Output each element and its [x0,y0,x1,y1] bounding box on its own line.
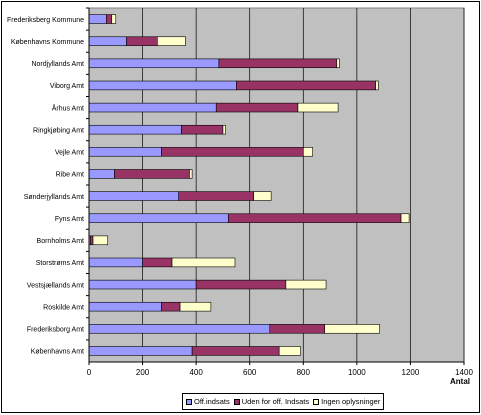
category-label: Nordjyllands Amt [31,61,84,68]
bar-segment-series-1 [191,346,280,356]
legend: Off.indsats Uden for off. Indsats Ingen … [182,393,385,410]
bar-segment-series-2 [92,235,109,246]
bar-segment-series-2 [336,58,340,69]
bar-segment-series-2 [297,102,339,113]
bar-segment-series-1 [126,36,158,46]
x-axis-label: Antal [450,377,470,386]
bar-segment-series-2 [324,324,380,334]
legend-label: Ingen oplysninger [321,397,381,406]
category-label: Ribe Amt [56,172,84,179]
bar-segment-series-0 [88,191,180,201]
bar-segment-series-1 [161,147,304,157]
category-label: Frederiksberg Kommune [7,17,84,24]
bar-segment-series-0 [88,124,182,135]
bar-segment-series-0 [88,14,107,24]
legend-label: Off.indsats [194,397,230,406]
category-label: Københavns Amt [31,349,84,356]
bar-segment-series-2 [400,213,410,223]
bar-segment-series-1 [195,279,287,290]
bar-segment-series-0 [88,147,162,157]
bar-segment-series-2 [375,80,379,91]
x-tick-label: 200 [136,368,150,377]
bar-segment-series-0 [88,213,229,223]
bar-segment-series-0 [88,80,237,91]
category-labels: Frederiksberg Kommune Københavns Kommune N… [7,7,89,356]
bar-segment-series-0 [88,324,271,334]
bar-segment-series-1 [90,235,94,246]
bars [88,14,410,356]
category-label: Københavns Kommune [11,39,84,46]
bar-segment-series-2 [157,36,186,46]
category-label: Roskilde Amt [43,304,84,311]
category-label: Storstrøms Amt [36,260,84,267]
bar-segment-series-2 [278,346,301,356]
bar-segment-series-2 [253,191,272,201]
bar-segment-series-1 [178,191,255,201]
x-tick-label: 1400 [455,368,473,377]
x-tick-label: 600 [243,368,257,377]
bar-segment-series-2 [111,14,117,24]
bar-segment-series-0 [88,102,217,113]
category-label: Århus Amt [52,103,84,112]
category-label: Sønderjyllands Amt [24,194,84,201]
x-tick-label: 1200 [402,368,420,377]
bar-segment-series-1 [114,169,190,179]
bar-segment-series-1 [227,213,402,223]
bar-segment-series-1 [269,324,326,334]
legend-item-ingen-oplysninger: Ingen oplysninger [313,397,380,406]
bar-segment-series-0 [88,346,193,356]
bar-segment-series-2 [302,147,313,157]
category-label: Bornholms Amt [37,238,85,245]
bar-segment-series-0 [88,169,115,179]
legend-swatch [186,398,192,405]
x-tick-label: 1000 [348,368,366,377]
category-label: Ringkjøbing Amt [33,127,84,134]
bar-segment-series-1 [161,301,181,312]
legend-item-off-indsats: Off.indsats [186,397,230,406]
x-tick-label: 800 [297,368,311,377]
bar-segment-series-2 [189,169,193,179]
bar-segment-series-1 [236,80,376,91]
bar-segment-series-1 [181,124,224,135]
category-label: Frederiksborg Amt [27,327,84,334]
category-label: Vestsjællands Amt [27,282,84,289]
x-tick-label: 400 [189,368,203,377]
bar-segment-series-0 [88,257,143,268]
legend-swatch [233,398,240,405]
legend-swatch [313,398,320,405]
bar-segment-series-1 [215,102,299,113]
bar-segment-series-2 [222,124,226,135]
bar-segment-series-2 [285,279,327,290]
bar-segment-series-1 [142,257,173,268]
category-label: Fyns Amt [55,216,84,223]
bar-segment-series-0 [88,279,197,290]
x-tick-label: 0 [87,368,92,377]
bar-segment-series-2 [171,257,236,268]
bar-segment-series-0 [88,301,162,312]
legend-label: Uden for off. Indsats [241,397,310,406]
category-label: Vejle Amt [55,150,84,157]
bar-segment-series-0 [88,58,220,69]
x-tick-labels: 0 200 400 600 800 1000 1200 1400 [87,362,473,377]
bar-segment-series-2 [179,301,212,312]
bar-segment-series-1 [218,58,338,69]
bar-segment-series-0 [88,36,127,46]
category-label: Viborg Amt [50,83,84,90]
legend-item-uden-for-off-indsats: Uden for off. Indsats [233,397,310,406]
bar-segment-series-1 [106,14,113,24]
